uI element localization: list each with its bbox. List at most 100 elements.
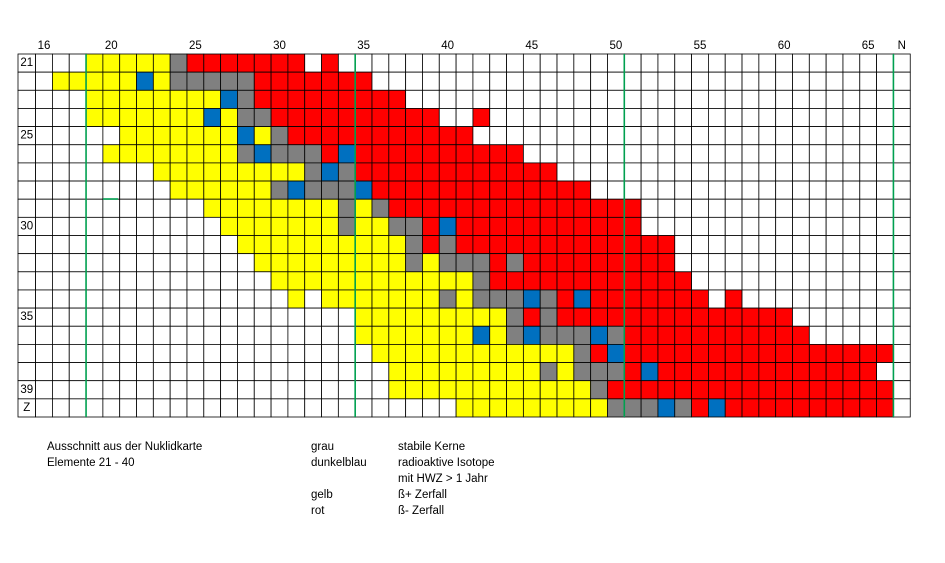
nuclide-cell (489, 253, 507, 273)
nuclide-cell (893, 144, 911, 164)
nuclide-cell (522, 253, 541, 273)
nuclide-cell (68, 307, 87, 327)
nuclide-cell (741, 380, 760, 400)
nuclide-cell (102, 253, 121, 273)
nuclide-cell (590, 108, 608, 127)
nuclide-cell (455, 53, 474, 73)
z-label: 35 (20, 311, 33, 323)
nuclide-cell (708, 108, 726, 127)
nuclide-cell (136, 126, 154, 146)
nuclide-cell (674, 53, 692, 73)
label-cell (17, 162, 37, 182)
nuclide-cell (607, 108, 625, 127)
nuclide-cell (539, 289, 558, 309)
nuclide-cell (893, 71, 911, 91)
nuclide-cell (237, 198, 255, 218)
nuclide-cell (455, 216, 474, 236)
nuclide-cell (237, 343, 255, 363)
nuclide-cell (321, 398, 339, 418)
nuclide-cell (775, 235, 793, 255)
nuclide-cell (119, 235, 137, 255)
nuclide-cell (438, 108, 457, 127)
nuclide-cell (539, 307, 558, 327)
nuclide-cell (405, 53, 423, 73)
nuclide-cell (287, 53, 306, 73)
nuclide-cell (758, 343, 777, 363)
nuclide-cell (758, 216, 777, 236)
nuclide-cell (775, 53, 793, 73)
nuclide-cell (186, 380, 205, 400)
nuclide-cell (253, 380, 272, 400)
nuclide-cell (422, 198, 440, 218)
nuclide-cell (640, 216, 659, 236)
nuclide-cell (405, 235, 423, 255)
nuclide-cell (438, 362, 457, 382)
nuclide-cell (724, 89, 743, 109)
nuclide-cell (136, 325, 154, 345)
label-cell (17, 271, 37, 291)
nuclide-cell (203, 126, 222, 146)
nuclide-cell (169, 162, 188, 182)
nuclide-cell (337, 216, 356, 236)
nuclide-cell (893, 289, 911, 309)
nuclide-cell (220, 271, 238, 291)
nuclide-cell (674, 362, 692, 382)
nuclide-cell (52, 307, 70, 327)
nuclide-cell (472, 362, 491, 382)
nuclide-cell (270, 216, 289, 236)
nuclide-cell (287, 108, 306, 127)
nuclide-cell (52, 398, 70, 418)
nuclide-cell (85, 253, 104, 273)
nuclide-cell (573, 162, 592, 182)
nuclide-cell (674, 216, 692, 236)
nuclide-cell (674, 325, 692, 345)
nuclide-cell (506, 343, 524, 363)
nuclide-cell (590, 380, 608, 400)
nuclide-cell (136, 108, 154, 127)
nuclide-cell (522, 126, 541, 146)
nuclide-cell (708, 325, 726, 345)
nuclide-cell (186, 162, 205, 182)
nuclide-cell (186, 325, 205, 345)
nuclide-cell (85, 144, 104, 164)
nuclide-cell (388, 398, 407, 418)
nuclide-cell (741, 289, 760, 309)
nuclide-cell (674, 198, 692, 218)
n-label: 40 (441, 40, 454, 52)
nuclide-cell (556, 235, 575, 255)
nuclide-cell (573, 307, 592, 327)
nuclide-cell (35, 71, 53, 91)
nuclide-cell (893, 198, 911, 218)
nuclide-cell (741, 235, 760, 255)
nuclide-cell (136, 53, 154, 73)
nuclide-cell (539, 398, 558, 418)
nuclide-cell (657, 216, 676, 236)
nuclide-cell (522, 325, 541, 345)
nuclide-cell (489, 325, 507, 345)
nuclide-cell (354, 71, 373, 91)
nuclide-cell (590, 325, 608, 345)
nuclide-cell (506, 89, 524, 109)
nuclide-cell (842, 108, 861, 127)
nuclide-cell (825, 271, 844, 291)
nuclide-cell (371, 235, 390, 255)
nuclide-cell (674, 289, 692, 309)
nuclide-cell (169, 53, 188, 73)
nuclide-cell (270, 198, 289, 218)
nuclide-cell (657, 380, 676, 400)
nuclide-cell (321, 198, 339, 218)
nuclide-cell (590, 89, 608, 109)
nuclide-cell (522, 198, 541, 218)
nuclide-cell (68, 253, 87, 273)
nuclide-cell (607, 307, 625, 327)
nuclide-cell (35, 162, 53, 182)
nuclide-cell (68, 271, 87, 291)
nuclide-cell (775, 144, 793, 164)
nuclide-cell (607, 235, 625, 255)
nuclide-cell (876, 53, 894, 73)
nuclide-cell (708, 198, 726, 218)
nuclide-cell (556, 71, 575, 91)
nuclide-cell (119, 162, 137, 182)
nuclide-cell (792, 126, 810, 146)
nuclide-cell (876, 343, 894, 363)
